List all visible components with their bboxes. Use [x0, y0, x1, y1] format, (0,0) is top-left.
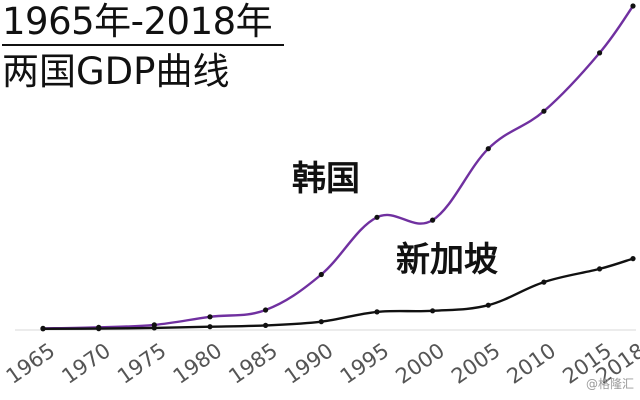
data-point-korea-2010	[541, 108, 547, 114]
data-point-singapore-2000	[430, 308, 436, 314]
data-point-singapore-1965	[40, 326, 46, 332]
x-tick-label-2010: 2010	[503, 338, 561, 388]
data-point-korea-1990	[318, 271, 324, 278]
data-point-singapore-1980	[207, 324, 213, 330]
data-point-singapore-2005	[485, 302, 491, 308]
x-tick-label-1970: 1970	[57, 338, 115, 388]
x-axis-tick-labels: 1965197019751980198519901995200020052010…	[2, 338, 640, 388]
data-point-singapore-1985	[263, 322, 269, 328]
x-tick-label-1985: 1985	[224, 338, 282, 388]
data-point-korea-1980	[207, 314, 213, 320]
watermark: @格隆汇	[585, 377, 634, 391]
data-point-korea-2015	[597, 50, 603, 56]
x-tick-label-1965: 1965	[2, 338, 60, 388]
data-point-korea-1985	[263, 307, 269, 313]
x-tick-label-1980: 1980	[169, 338, 227, 388]
series-line-singapore	[42, 257, 634, 330]
data-point-korea-2005	[485, 146, 491, 152]
title-line-2: 两国GDP曲线	[2, 50, 230, 93]
data-point-singapore-1990	[318, 319, 324, 325]
data-point-korea-1995	[374, 214, 380, 220]
x-tick-label-1990: 1990	[280, 338, 338, 388]
data-point-korea-2018	[630, 3, 636, 9]
series-label-singapore: 新加坡	[396, 240, 498, 280]
data-point-singapore-1975	[151, 325, 157, 331]
data-point-singapore-1970	[96, 326, 102, 332]
data-point-singapore-2018	[630, 256, 636, 262]
x-tick-label-2005: 2005	[447, 338, 505, 388]
data-point-markers	[40, 3, 636, 332]
data-point-singapore-2010	[541, 279, 547, 285]
title-line-1: 1965年-2018年	[2, 0, 273, 43]
data-point-korea-2000	[430, 217, 436, 223]
x-tick-label-1975: 1975	[113, 338, 171, 388]
title-underline	[2, 44, 284, 46]
data-point-singapore-2015	[597, 266, 603, 272]
chart-title: 1965年-2018年 两国GDP曲线	[2, 0, 284, 98]
data-point-singapore-1995	[374, 309, 380, 315]
x-tick-label-2000: 2000	[391, 338, 449, 388]
x-tick-label-1995: 1995	[336, 338, 394, 388]
series-label-korea: 韩国	[292, 159, 360, 199]
